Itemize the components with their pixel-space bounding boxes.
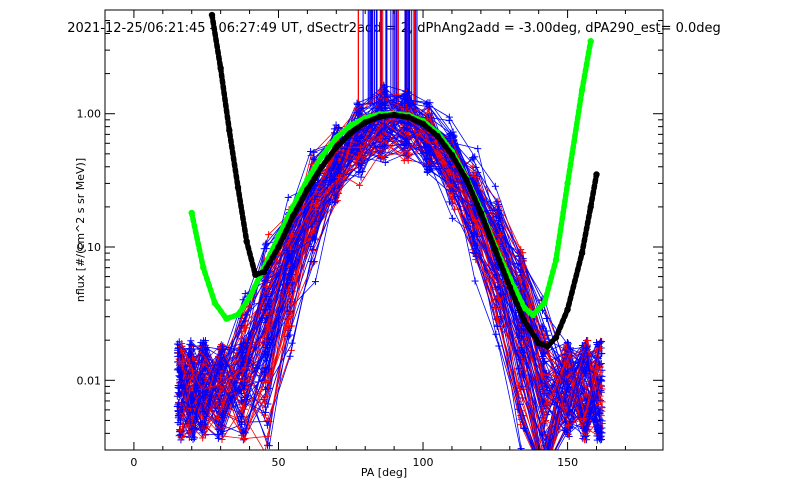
green-curve-point bbox=[529, 311, 537, 319]
black-curve-point bbox=[419, 120, 427, 128]
black-curve-point bbox=[217, 64, 224, 72]
black-curve-point bbox=[405, 114, 412, 121]
green-curve-point bbox=[552, 256, 560, 264]
black-curve-point bbox=[434, 132, 441, 140]
green-curve-point bbox=[564, 180, 571, 187]
green-curve-point bbox=[304, 176, 311, 183]
y-tick-label: 1.00 bbox=[77, 108, 102, 121]
x-axis-label: PA [deg] bbox=[361, 466, 407, 479]
black-curve-point bbox=[463, 176, 470, 183]
black-curve-point bbox=[587, 203, 594, 211]
measured-traces bbox=[173, 81, 606, 450]
x-tick-label: 0 bbox=[130, 456, 137, 469]
axes-layer: 0 50 100 150 0.01 0.10 1.00 bbox=[77, 9, 663, 469]
black-curve-point bbox=[544, 343, 551, 350]
x-tick-label: 150 bbox=[557, 456, 578, 469]
plot-frame bbox=[104, 9, 664, 451]
green-curve-point bbox=[234, 311, 242, 319]
black-curve-point bbox=[593, 171, 600, 178]
green-curve-point bbox=[318, 153, 326, 160]
black-curve-point bbox=[552, 334, 560, 341]
data-layer bbox=[173, 10, 606, 450]
x-tick-label: 100 bbox=[413, 456, 434, 469]
black-curve-point bbox=[260, 268, 268, 276]
black-curve-point bbox=[362, 119, 369, 126]
green-curve-point bbox=[200, 264, 207, 271]
black-curve-point bbox=[521, 317, 528, 324]
green-curve-point bbox=[541, 299, 548, 307]
green-curve-point bbox=[246, 294, 253, 301]
green-curve-point bbox=[578, 87, 586, 94]
x-tick-label: 50 bbox=[271, 456, 285, 469]
black-curve-point bbox=[492, 246, 499, 254]
black-curve-point bbox=[477, 209, 485, 217]
green-curve-point bbox=[521, 304, 528, 311]
black-curve-point bbox=[564, 306, 571, 313]
black-curve-point bbox=[318, 163, 326, 170]
black-curve-point bbox=[289, 213, 297, 220]
black-model-curve bbox=[208, 11, 600, 350]
trace-line bbox=[180, 119, 600, 450]
green-curve-point bbox=[211, 299, 219, 307]
y-axis-label: nflux [#/(cm^2 s sr MeV)] bbox=[74, 158, 87, 302]
green-curve-point bbox=[188, 209, 195, 217]
black-curve-point bbox=[506, 283, 513, 291]
green-curve-point bbox=[587, 38, 594, 45]
black-curve-point bbox=[275, 243, 282, 251]
green-curve-point bbox=[223, 315, 230, 322]
black-curve-point bbox=[578, 249, 586, 257]
black-curve-point bbox=[234, 184, 242, 191]
black-curve-point bbox=[448, 151, 456, 159]
green-curve-point bbox=[333, 134, 340, 141]
black-curve-point bbox=[226, 127, 233, 134]
black-curve-point bbox=[304, 186, 311, 193]
y-tick-label: 0.01 bbox=[77, 374, 102, 387]
black-curve-point bbox=[535, 339, 542, 347]
y-tick-label: 0.10 bbox=[77, 241, 102, 254]
black-curve-point bbox=[243, 238, 250, 245]
black-curve-point bbox=[252, 271, 259, 278]
black-curve-point bbox=[376, 113, 383, 120]
black-curve-point bbox=[347, 129, 354, 136]
black-curve-point bbox=[208, 11, 216, 19]
black-curve-point bbox=[390, 111, 398, 119]
green-curve-point bbox=[347, 122, 354, 129]
black-curve-point bbox=[333, 144, 340, 151]
